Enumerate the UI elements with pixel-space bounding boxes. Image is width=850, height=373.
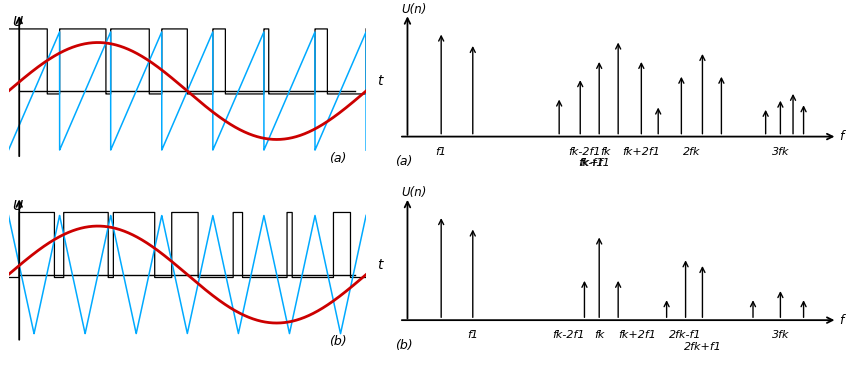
Text: 2fk-f1: 2fk-f1 xyxy=(669,330,702,341)
Text: (b): (b) xyxy=(329,335,346,348)
Text: fk-f1: fk-f1 xyxy=(578,158,603,168)
Text: 3fk: 3fk xyxy=(772,330,789,341)
Text: 2fk: 2fk xyxy=(683,147,700,157)
Text: (a): (a) xyxy=(329,152,346,165)
Text: fk+f1: fk+f1 xyxy=(579,158,609,168)
Text: fk+2f1: fk+2f1 xyxy=(622,147,660,157)
Text: (a): (a) xyxy=(395,155,412,168)
Text: fk: fk xyxy=(594,330,604,341)
Text: f: f xyxy=(840,130,844,143)
Text: fk: fk xyxy=(600,147,610,157)
Text: fk+2f1: fk+2f1 xyxy=(618,330,656,341)
Text: 3fk: 3fk xyxy=(772,147,789,157)
Text: f1: f1 xyxy=(468,330,479,341)
Text: U(n): U(n) xyxy=(401,3,427,16)
Text: 2fk+f1: 2fk+f1 xyxy=(683,342,722,352)
Text: U: U xyxy=(12,199,22,213)
Text: t: t xyxy=(377,258,382,272)
Text: f: f xyxy=(840,314,844,327)
Text: (b): (b) xyxy=(395,339,412,352)
Text: U: U xyxy=(12,15,22,29)
Text: t: t xyxy=(377,74,382,88)
Text: fk-2f1: fk-2f1 xyxy=(568,147,601,157)
Text: fk-2f1: fk-2f1 xyxy=(552,330,585,341)
Text: f1: f1 xyxy=(436,147,447,157)
Text: U(n): U(n) xyxy=(401,186,427,199)
